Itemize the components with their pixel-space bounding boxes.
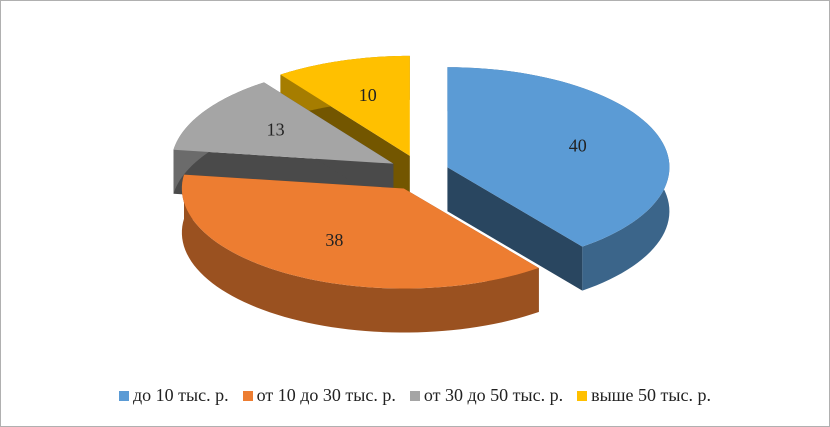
slice-top — [280, 55, 410, 156]
slice-side — [447, 167, 583, 291]
legend-label: до 10 тыс. р. — [132, 385, 229, 405]
legend-swatch — [409, 390, 420, 401]
legend-swatch — [577, 390, 588, 401]
slice-wall — [181, 174, 539, 333]
legend-item: до 10 тыс. р. — [118, 385, 229, 406]
legend-swatch — [242, 390, 253, 401]
legend-label: выше 50 тыс. р. — [591, 385, 711, 405]
slice-top — [181, 174, 539, 289]
slice-top — [447, 67, 670, 247]
data-label: 40 — [569, 135, 587, 155]
legend-item: от 10 до 30 тыс. р. — [242, 385, 396, 406]
slice: 38 — [181, 174, 539, 333]
legend-label: от 10 до 30 тыс. р. — [256, 385, 396, 405]
pie-plot: 10 13 40 38 — [173, 55, 670, 333]
data-label: 13 — [267, 120, 285, 140]
slice: 40 — [447, 67, 670, 291]
legend-swatch — [118, 390, 129, 401]
data-label: 10 — [359, 85, 377, 105]
legend-item: от 30 до 50 тыс. р. — [409, 385, 564, 406]
legend-item: выше 50 тыс. р. — [577, 385, 711, 406]
legend: до 10 тыс. р. от 10 до 30 тыс. р. от 30 до… — [1, 385, 829, 406]
slice-top — [173, 82, 394, 164]
legend-label: от 30 до 50 тыс. р. — [423, 385, 564, 405]
data-label: 38 — [325, 230, 343, 250]
